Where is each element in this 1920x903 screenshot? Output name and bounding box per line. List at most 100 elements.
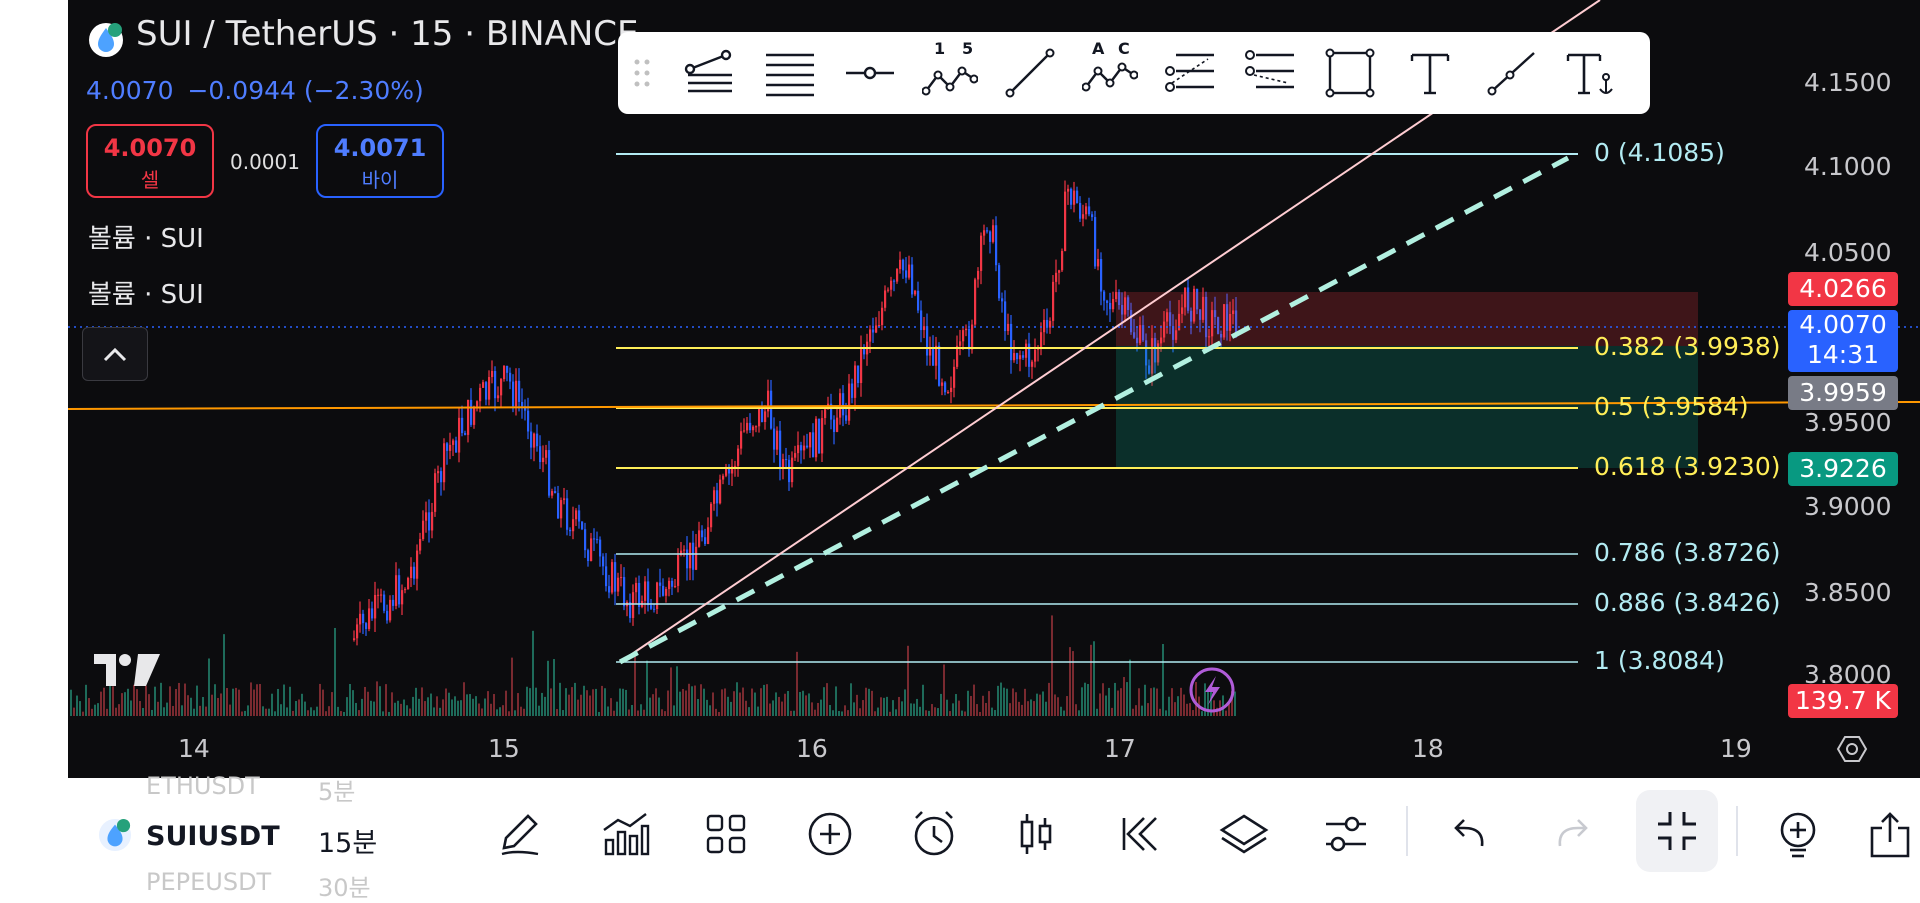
candle-body: [488, 377, 491, 400]
layers-icon: [1219, 814, 1269, 854]
volume-bar: [859, 708, 861, 716]
volume-bar: [478, 703, 480, 716]
volume-bar: [283, 684, 285, 716]
volume-bar: [340, 711, 342, 716]
symbol-title[interactable]: SUI / TetherUS · 15 · BINANCE: [136, 14, 639, 54]
candle-body: [1112, 298, 1115, 310]
parallel-lines-icon[interactable]: [762, 45, 818, 101]
candle-body: [1220, 333, 1223, 338]
chart-area[interactable]: 14 15 16 17 18 19: [68, 0, 1920, 778]
candle-body: [1043, 319, 1046, 333]
buy-label: 바이: [361, 168, 399, 192]
resistance-price-tag[interactable]: 4.0266: [1788, 272, 1898, 306]
volume-bar: [1066, 696, 1068, 716]
horizontal-line[interactable]: [68, 401, 1920, 410]
elliott-wave-tool[interactable]: 1 5: [921, 39, 979, 101]
anchored-text-icon[interactable]: [1562, 45, 1618, 101]
horizontal-line-price-tag[interactable]: 3.9959: [1788, 376, 1898, 410]
volume-bar: [886, 696, 888, 716]
watchlist-item-below[interactable]: PEPEUSDT: [146, 868, 272, 896]
share-icon: [1870, 812, 1910, 858]
candle-body: [695, 546, 698, 570]
fib-speed-icon[interactable]: [1242, 45, 1298, 101]
candle-body: [677, 555, 680, 586]
collapse-legend-button[interactable]: [82, 327, 148, 381]
volume-bar: [793, 710, 795, 716]
candle-body: [818, 418, 821, 454]
redo-button[interactable]: [1544, 806, 1600, 862]
horizontal-ray-icon[interactable]: [842, 45, 898, 101]
candle-body: [437, 471, 440, 474]
chart-settings-icon[interactable]: [1836, 733, 1868, 765]
add-button[interactable]: [802, 806, 858, 862]
candle-body: [1127, 297, 1130, 310]
volume-bar: [814, 709, 816, 716]
buy-button[interactable]: 4.0071 바이: [316, 124, 444, 198]
layers-button[interactable]: [1216, 806, 1272, 862]
volume-bar: [721, 689, 723, 716]
dashed-trend-line[interactable]: [618, 155, 1570, 665]
exit-fullscreen-button[interactable]: [1636, 790, 1718, 872]
volume-bar: [619, 688, 621, 716]
candle-body: [836, 417, 839, 432]
volume-bar: [274, 711, 276, 716]
volume-bar: [1180, 687, 1182, 716]
candle-body: [893, 280, 896, 282]
volume-bar: [538, 705, 540, 716]
candle-body: [746, 422, 749, 431]
candle-body: [365, 623, 368, 629]
fib-channel-icon[interactable]: [682, 45, 738, 101]
volume-bar: [409, 708, 411, 716]
volume-bar: [352, 690, 354, 716]
watchlist-interval[interactable]: 15분: [318, 828, 378, 859]
volume-bar: [370, 700, 372, 716]
volume-bar: [1192, 710, 1194, 716]
volume-bar: [514, 710, 516, 716]
drag-handle-icon[interactable]: [632, 56, 652, 90]
sell-button[interactable]: 4.0070 셀: [86, 124, 214, 198]
chart-canvas[interactable]: [68, 0, 1920, 778]
price-candles: [353, 180, 1238, 646]
rectangle-icon[interactable]: [1322, 45, 1378, 101]
replay-button[interactable]: [1112, 806, 1168, 862]
candle-body: [875, 325, 878, 333]
settings-button[interactable]: [1318, 806, 1374, 862]
sui-coin-icon: [98, 818, 132, 852]
candle-body: [566, 498, 569, 530]
volume-indicator-label[interactable]: 볼륨 · SUI: [88, 280, 204, 310]
alarm-button[interactable]: [906, 806, 962, 862]
candle-body: [824, 409, 827, 419]
pencil-button[interactable]: [492, 806, 548, 862]
share-button[interactable]: [1862, 806, 1918, 862]
layout-button[interactable]: [698, 806, 754, 862]
volume-bar: [136, 689, 138, 716]
volume-indicator-label[interactable]: 볼륨 · SUI: [88, 224, 204, 254]
candle-body: [731, 466, 734, 474]
support-price-tag[interactable]: 3.9226: [1788, 452, 1898, 486]
abcd-pattern-tool[interactable]: A C: [1081, 39, 1139, 101]
volume-bar: [877, 707, 879, 716]
short-position-risk-zone[interactable]: [1116, 292, 1698, 346]
exit-fullscreen-icon: [1658, 812, 1696, 850]
chart-type-button[interactable]: [1008, 806, 1064, 862]
undo-button[interactable]: [1442, 806, 1498, 862]
add-alert-button[interactable]: [1770, 806, 1826, 862]
volume-bar: [937, 708, 939, 716]
volume-bar: [130, 700, 132, 716]
watchlist-item-above[interactable]: ETHUSDT: [146, 772, 260, 800]
lightning-icon[interactable]: [1189, 667, 1235, 713]
watchlist-symbol[interactable]: SUIUSDT: [146, 821, 280, 852]
ray-icon[interactable]: [1482, 45, 1538, 101]
indicators-button[interactable]: [596, 806, 652, 862]
volume-bar: [427, 697, 429, 716]
fib-extension-icon[interactable]: [1162, 45, 1218, 101]
trend-line-icon[interactable]: [1002, 45, 1058, 101]
candle-body: [1028, 343, 1031, 367]
volume-bar: [1114, 682, 1116, 716]
volume-bar: [574, 682, 576, 716]
volume-bar: [733, 691, 735, 716]
candle-body: [920, 310, 923, 331]
text-icon[interactable]: [1402, 45, 1458, 101]
current-price-tag[interactable]: 4.0070 14:31: [1788, 310, 1898, 372]
volume-bar: [706, 699, 708, 716]
